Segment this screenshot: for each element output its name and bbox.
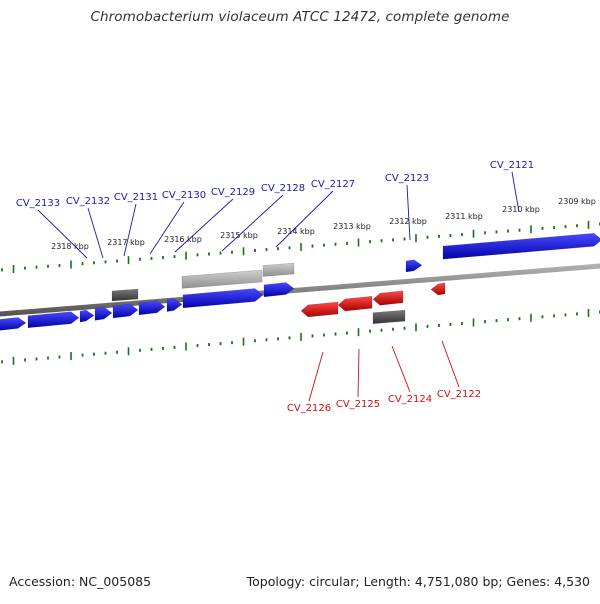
forward-gene-arrow[interactable] — [166, 298, 183, 312]
forward-gene-arrow[interactable] — [94, 306, 113, 321]
forward-gene-arrow[interactable] — [405, 259, 423, 273]
feature-block[interactable] — [181, 269, 263, 289]
gene-leader-line — [308, 351, 324, 402]
gene-leader-line — [174, 198, 234, 253]
reverse-gene-arrow[interactable] — [337, 295, 373, 312]
gene-label-cv-2123[interactable]: CV_2123 — [385, 173, 429, 184]
reverse-gene-arrow[interactable] — [372, 290, 404, 306]
forward-gene-arrow[interactable] — [79, 309, 95, 323]
scale-label: 2317 kbp — [107, 238, 145, 247]
gene-label-cv-2124[interactable]: CV_2124 — [388, 394, 432, 405]
bottom-scale-ticks — [1, 308, 600, 365]
genome-title: Chromobacterium violaceum ATCC 12472, co… — [90, 9, 510, 25]
forward-gene-arrow[interactable] — [27, 311, 80, 329]
reverse-gene-arrow[interactable] — [430, 282, 446, 296]
scale-label: 2318 kbp — [51, 242, 89, 251]
gene-label-cv-2127[interactable]: CV_2127 — [311, 179, 355, 190]
gene-label-cv-2126[interactable]: CV_2126 — [287, 403, 331, 414]
reverse-gene-arrow[interactable] — [300, 301, 339, 318]
gene-label-cv-2122[interactable]: CV_2122 — [437, 389, 481, 400]
forward-gene-arrow[interactable] — [263, 282, 295, 298]
gene-label-cv-2121[interactable]: CV_2121 — [490, 160, 534, 171]
feature-block[interactable] — [262, 262, 295, 277]
gene-leader-line — [221, 194, 284, 252]
gene-label-cv-2133[interactable]: CV_2133 — [16, 198, 60, 209]
gene-leader-line — [391, 345, 411, 393]
top-scale-ticks — [1, 220, 600, 273]
gene-leader-line — [406, 184, 411, 241]
gene-leader-line — [357, 348, 360, 398]
scale-label: 2309 kbp — [558, 197, 596, 206]
forward-gene-arrow[interactable] — [442, 233, 600, 260]
gene-label-cv-2129[interactable]: CV_2129 — [211, 187, 255, 198]
forward-gene-arrow[interactable] — [0, 317, 27, 331]
gene-label-cv-2125[interactable]: CV_2125 — [336, 399, 380, 410]
gene-leader-line — [441, 340, 460, 388]
scale-label: 2312 kbp — [389, 217, 427, 226]
scale-label: 2311 kbp — [445, 212, 483, 221]
scale-label: 2314 kbp — [277, 227, 315, 236]
gene-label-cv-2131[interactable]: CV_2131 — [114, 192, 158, 203]
gene-label-cv-2128[interactable]: CV_2128 — [261, 183, 305, 194]
feature-block[interactable] — [111, 288, 139, 302]
scale-label: 2310 kbp — [502, 205, 540, 214]
gene-leader-line — [275, 190, 334, 248]
forward-gene-arrow[interactable] — [182, 288, 264, 309]
gene-leader-line — [123, 203, 137, 257]
accession-label: Accession: NC_005085 — [9, 574, 152, 589]
scale-label: 2316 kbp — [164, 235, 202, 244]
genome-summary: Topology: circular; Length: 4,751,080 bp… — [246, 574, 590, 589]
scale-label: 2313 kbp — [333, 222, 371, 231]
gene-leader-line — [511, 171, 520, 213]
forward-gene-arrow[interactable] — [138, 300, 166, 316]
feature-block[interactable] — [372, 309, 406, 324]
gene-leader-line — [37, 209, 88, 259]
gene-label-cv-2130[interactable]: CV_2130 — [162, 190, 206, 201]
gene-label-cv-2132[interactable]: CV_2132 — [66, 196, 110, 207]
gene-leader-line — [87, 207, 104, 259]
forward-gene-arrow[interactable] — [112, 303, 139, 319]
genome-backbone — [0, 263, 600, 317]
gene-leader-line — [149, 201, 185, 255]
